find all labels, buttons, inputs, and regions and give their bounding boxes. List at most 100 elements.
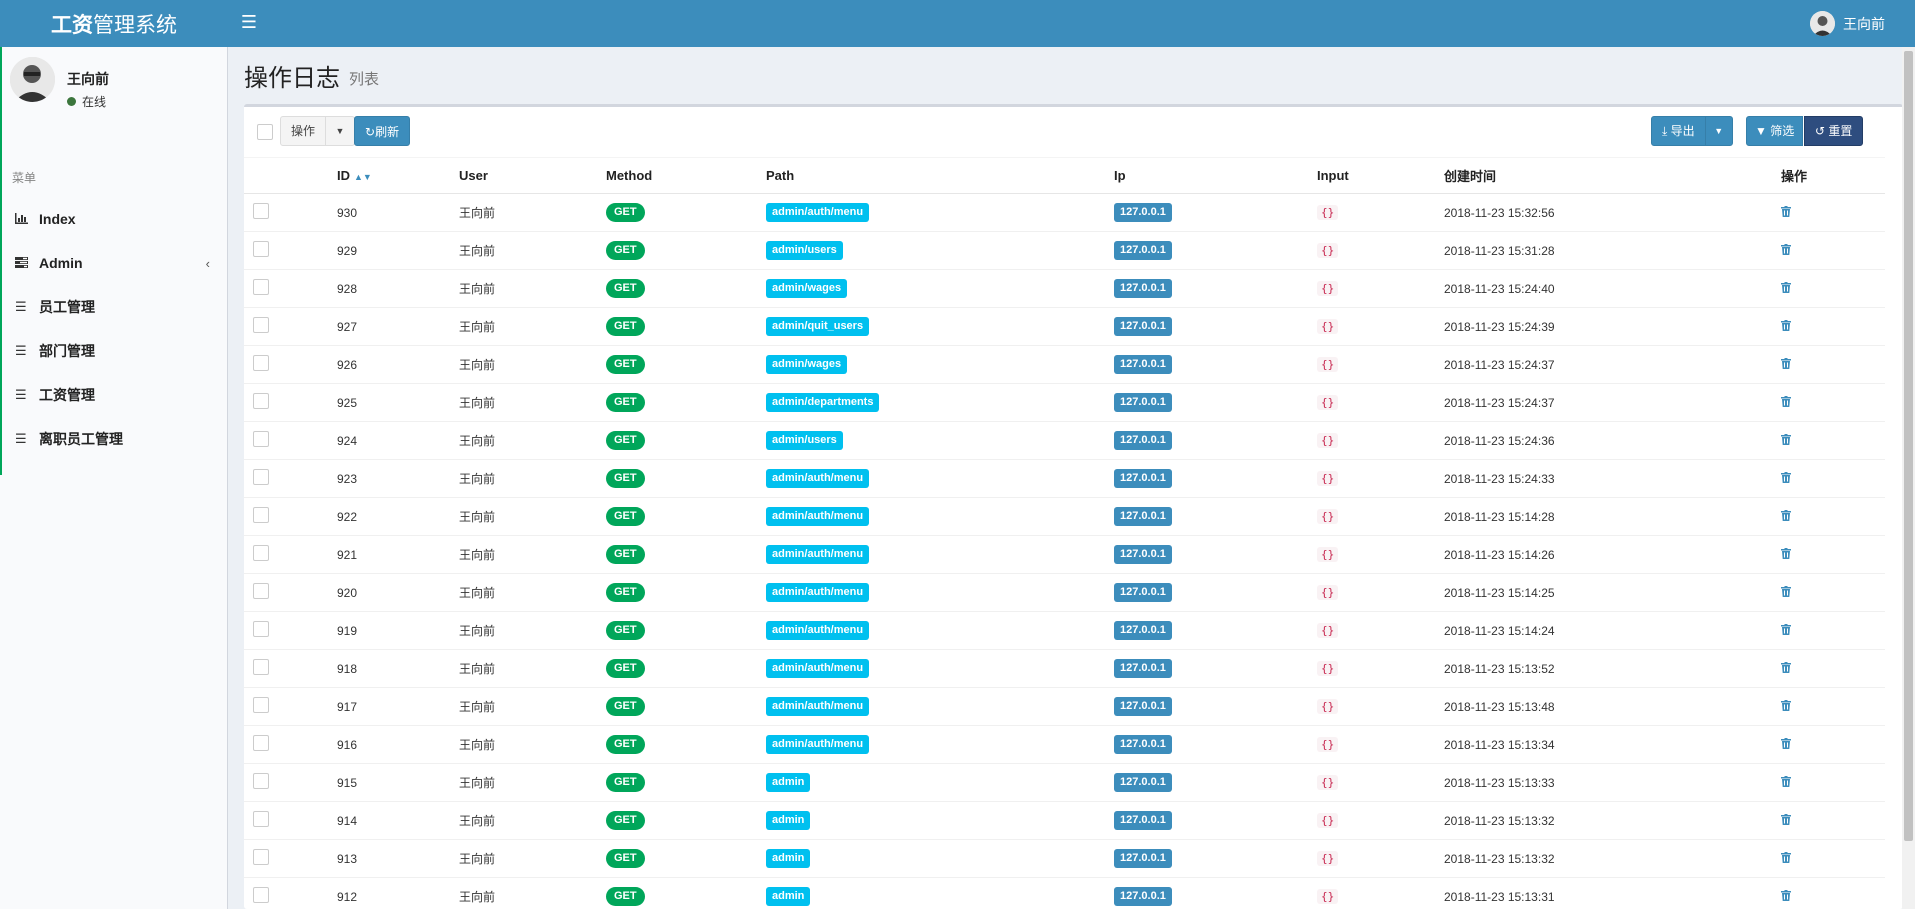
row-checkbox[interactable] (253, 507, 269, 523)
trash-icon[interactable] (1781, 813, 1791, 828)
row-checkbox[interactable] (253, 317, 269, 333)
method-badge: GET (606, 507, 645, 526)
trash-icon[interactable] (1781, 851, 1791, 866)
trash-icon[interactable] (1781, 243, 1791, 258)
trash-icon[interactable] (1781, 699, 1791, 714)
trash-icon[interactable] (1781, 737, 1791, 752)
trash-icon[interactable] (1781, 775, 1791, 790)
sidebar-item-label: Admin (39, 255, 83, 271)
row-cell-id: 930 (337, 193, 459, 232)
header-user-name: 王向前 (1843, 15, 1885, 32)
page-scrollbar[interactable] (1902, 47, 1915, 909)
trash-icon[interactable] (1781, 509, 1791, 524)
row-cell-path: admin/auth/menu (766, 573, 1114, 612)
ip-badge: 127.0.0.1 (1114, 241, 1172, 260)
table-row: 921 王向前 GET admin/auth/menu 127.0.0.1 {} 2018-… (244, 535, 1885, 574)
row-cell-input: {} (1317, 611, 1444, 650)
sort-icon[interactable]: ▲▼ (354, 172, 372, 182)
row-cell-id: 916 (337, 725, 459, 764)
row-cell-user: 王向前 (459, 459, 606, 498)
column-header-id[interactable]: ID ▲▼ (337, 157, 459, 194)
table-row: 929 王向前 GET admin/users 127.0.0.1 {} 2018-11-2… (244, 231, 1885, 270)
input-code: {} (1317, 547, 1339, 562)
grid-toolbar: 操作 ▼ ↻刷新 ⤓ 导出 ▼ ▼ 筛选 ↺ 重置 (244, 107, 1903, 157)
select-all-checkbox[interactable] (257, 124, 273, 140)
trash-icon[interactable] (1781, 547, 1791, 562)
row-checkbox[interactable] (253, 203, 269, 219)
scrollbar-thumb[interactable] (1904, 51, 1913, 841)
sidebar-item-index[interactable]: Index (0, 197, 228, 241)
row-cell-id: 929 (337, 231, 459, 270)
row-cell-user: 王向前 (459, 725, 606, 764)
row-cell-method: GET (606, 877, 766, 909)
row-checkbox[interactable] (253, 583, 269, 599)
row-cell-id: 919 (337, 611, 459, 650)
sidebar-toggle-icon[interactable]: ☰ (240, 12, 258, 32)
ip-badge: 127.0.0.1 (1114, 203, 1172, 222)
user-menu[interactable]: 王向前 (1810, 0, 1885, 47)
trash-icon[interactable] (1781, 205, 1791, 220)
row-cell-input: {} (1317, 573, 1444, 612)
export-button[interactable]: ⤓ 导出 (1652, 117, 1706, 145)
sidebar-item-quit-employees[interactable]: ☰ 离职员工管理 (0, 417, 228, 461)
reset-label: 重置 (1828, 124, 1853, 138)
row-checkbox[interactable] (253, 279, 269, 295)
row-checkbox[interactable] (253, 621, 269, 637)
row-cell-actions (1781, 345, 1885, 384)
reset-button[interactable]: ↺ 重置 (1804, 116, 1864, 146)
trash-icon[interactable] (1781, 585, 1791, 600)
path-badge: admin/departments (766, 393, 880, 412)
filter-button[interactable]: ▼ 筛选 (1746, 116, 1804, 146)
trash-icon[interactable] (1781, 471, 1791, 486)
trash-icon[interactable] (1781, 433, 1791, 448)
row-checkbox[interactable] (253, 659, 269, 675)
caret-down-icon[interactable]: ▼ (1714, 126, 1724, 136)
ip-badge: 127.0.0.1 (1114, 393, 1172, 412)
input-code: {} (1317, 205, 1339, 220)
caret-down-icon[interactable]: ▼ (335, 126, 345, 136)
row-checkbox[interactable] (253, 469, 269, 485)
row-cell-id: 914 (337, 801, 459, 840)
path-badge: admin/wages (766, 279, 848, 298)
row-cell-user: 王向前 (459, 801, 606, 840)
row-checkbox[interactable] (253, 355, 269, 371)
refresh-button[interactable]: ↻刷新 (354, 116, 411, 146)
row-checkbox[interactable] (253, 811, 269, 827)
row-checkbox[interactable] (253, 697, 269, 713)
row-checkbox[interactable] (253, 887, 269, 904)
row-cell-created-at: 2018-11-23 15:24:39 (1444, 307, 1781, 346)
sidebar-item-label: 员工管理 (39, 299, 95, 315)
row-checkbox[interactable] (253, 393, 269, 409)
row-checkbox[interactable] (253, 735, 269, 751)
row-checkbox[interactable] (253, 773, 269, 789)
row-checkbox[interactable] (253, 545, 269, 561)
batch-actions-dropdown[interactable]: 操作 ▼ (280, 116, 356, 146)
sidebar-item-admin[interactable]: Admin ‹ (0, 241, 228, 285)
sidebar-item-wages[interactable]: ☰ 工资管理 (0, 373, 228, 417)
trash-icon[interactable] (1781, 395, 1791, 410)
ip-badge: 127.0.0.1 (1114, 431, 1172, 450)
sidebar-item-employees[interactable]: ☰ 员工管理 (0, 285, 228, 329)
trash-icon[interactable] (1781, 319, 1791, 334)
export-dropdown[interactable]: ⤓ 导出 ▼ (1651, 116, 1733, 146)
row-checkbox[interactable] (253, 431, 269, 447)
trash-icon[interactable] (1781, 623, 1791, 638)
sidebar-item-departments[interactable]: ☰ 部门管理 (0, 329, 228, 373)
trash-icon[interactable] (1781, 889, 1791, 904)
row-cell-checkbox (244, 839, 337, 878)
table-row: 924 王向前 GET admin/users 127.0.0.1 {} 2018-11-2… (244, 421, 1885, 460)
input-code: {} (1317, 357, 1339, 372)
path-badge: admin (766, 773, 811, 792)
trash-icon[interactable] (1781, 661, 1791, 676)
app-logo[interactable]: 工资 管理系统 (0, 0, 228, 47)
path-badge: admin (766, 887, 811, 907)
row-checkbox[interactable] (253, 849, 269, 865)
trash-icon[interactable] (1781, 281, 1791, 296)
bars-icon: ☰ (15, 299, 27, 314)
table-row: 915 王向前 GET admin 127.0.0.1 {} 2018-11-23 15:1… (244, 763, 1885, 802)
row-cell-method: GET (606, 497, 766, 536)
trash-icon[interactable] (1781, 357, 1791, 372)
row-cell-input: {} (1317, 725, 1444, 764)
row-checkbox[interactable] (253, 241, 269, 257)
path-badge: admin/auth/menu (766, 469, 870, 488)
